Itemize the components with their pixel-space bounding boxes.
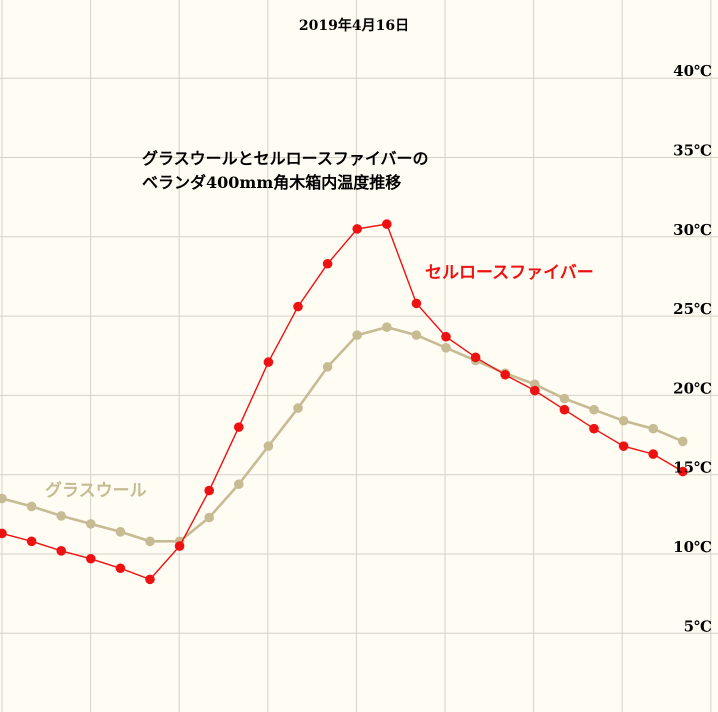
data-point (293, 403, 303, 413)
data-point (293, 301, 303, 312)
y-tick-label: 15℃ (673, 459, 712, 477)
y-tick-label: 25℃ (673, 300, 712, 318)
y-tick-label: 20℃ (673, 379, 712, 397)
data-point (86, 519, 96, 529)
data-point (174, 541, 185, 551)
data-point (559, 404, 570, 415)
data-point (56, 511, 66, 521)
data-point (322, 258, 333, 269)
chart-title-line-2: ベランダ400mm角木箱内温度推移 (142, 173, 401, 192)
data-point (441, 331, 451, 342)
data-point (115, 526, 126, 537)
data-point (352, 330, 363, 340)
data-point (263, 357, 274, 367)
data-point (648, 449, 658, 459)
data-point (204, 485, 214, 496)
data-point (678, 466, 688, 477)
data-point (678, 436, 688, 447)
data-point (145, 536, 155, 547)
data-point (589, 423, 599, 434)
data-point (500, 369, 511, 380)
series-layer (0, 219, 688, 585)
data-point (470, 352, 481, 363)
data-point (618, 415, 629, 426)
y-tick-label: 5℃ (684, 617, 712, 635)
data-point (86, 553, 96, 564)
data-point (263, 441, 274, 451)
data-point (352, 224, 363, 234)
data-point (648, 423, 658, 434)
data-point (382, 322, 392, 333)
y-axis-ticks: 5℃ 10℃ 15℃ 20℃ 25℃ 30℃ 35℃ 40℃ (673, 62, 712, 635)
data-point (618, 441, 629, 451)
date-label: 2019年4月16日 (299, 17, 409, 34)
data-point (0, 493, 7, 504)
y-tick-label: 30℃ (673, 221, 712, 239)
data-point (234, 422, 244, 432)
data-point (204, 512, 214, 523)
data-point (322, 362, 333, 372)
data-point (145, 574, 155, 585)
series-label-cellulose: セルロースファイバー (425, 263, 594, 283)
y-tick-label: 40℃ (673, 62, 712, 80)
series-line (1, 223, 684, 581)
data-point (234, 479, 244, 490)
data-point (411, 298, 422, 309)
y-tick-label: 35℃ (673, 142, 712, 160)
chart-title-line-1: グラスウールとセルロースファイバーの (142, 149, 429, 168)
series-line (1, 325, 684, 543)
data-point (26, 501, 37, 512)
data-point (115, 563, 126, 574)
y-tick-label: 10℃ (673, 538, 712, 556)
data-point (26, 536, 37, 547)
series-label-glasswool: グラスウール (45, 480, 147, 501)
data-point (589, 404, 599, 415)
data-point (0, 528, 7, 539)
data-point (382, 219, 392, 229)
data-point (559, 393, 570, 404)
data-point (56, 546, 66, 556)
data-point (411, 330, 422, 340)
data-point (441, 343, 451, 353)
data-point (530, 385, 540, 396)
